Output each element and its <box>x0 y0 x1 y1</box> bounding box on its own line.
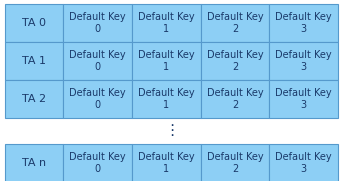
Text: Default Key
1: Default Key 1 <box>138 152 194 174</box>
Text: Default Key
0: Default Key 0 <box>69 12 126 34</box>
Text: TA n: TA n <box>22 158 46 168</box>
Text: Default Key
0: Default Key 0 <box>69 152 126 174</box>
Text: Default Key
3: Default Key 3 <box>275 88 332 110</box>
Bar <box>201 4 269 42</box>
Bar <box>5 144 63 181</box>
Text: Default Key
0: Default Key 0 <box>69 50 126 72</box>
Bar <box>5 4 63 42</box>
Bar <box>269 4 338 42</box>
Bar <box>5 42 63 80</box>
Bar <box>269 42 338 80</box>
Bar <box>63 80 132 118</box>
Bar <box>132 80 201 118</box>
Text: Default Key
0: Default Key 0 <box>69 88 126 110</box>
Bar <box>132 4 201 42</box>
Text: Default Key
2: Default Key 2 <box>207 50 263 72</box>
Text: TA 2: TA 2 <box>22 94 46 104</box>
Text: Default Key
2: Default Key 2 <box>207 152 263 174</box>
Text: ⋮: ⋮ <box>164 123 179 138</box>
Text: Default Key
1: Default Key 1 <box>138 12 194 34</box>
Bar <box>63 144 132 181</box>
Bar <box>63 4 132 42</box>
Text: TA 1: TA 1 <box>22 56 46 66</box>
Bar <box>269 144 338 181</box>
Bar <box>269 80 338 118</box>
Text: Default Key
3: Default Key 3 <box>275 50 332 72</box>
Bar <box>5 80 63 118</box>
Text: Default Key
1: Default Key 1 <box>138 50 194 72</box>
Text: Default Key
2: Default Key 2 <box>207 88 263 110</box>
Text: Default Key
2: Default Key 2 <box>207 12 263 34</box>
Bar <box>201 42 269 80</box>
Bar <box>132 144 201 181</box>
Bar <box>63 42 132 80</box>
Bar <box>201 144 269 181</box>
Bar <box>201 80 269 118</box>
Text: Default Key
1: Default Key 1 <box>138 88 194 110</box>
Bar <box>132 42 201 80</box>
Text: TA 0: TA 0 <box>22 18 46 28</box>
Text: Default Key
3: Default Key 3 <box>275 152 332 174</box>
Text: Default Key
3: Default Key 3 <box>275 12 332 34</box>
